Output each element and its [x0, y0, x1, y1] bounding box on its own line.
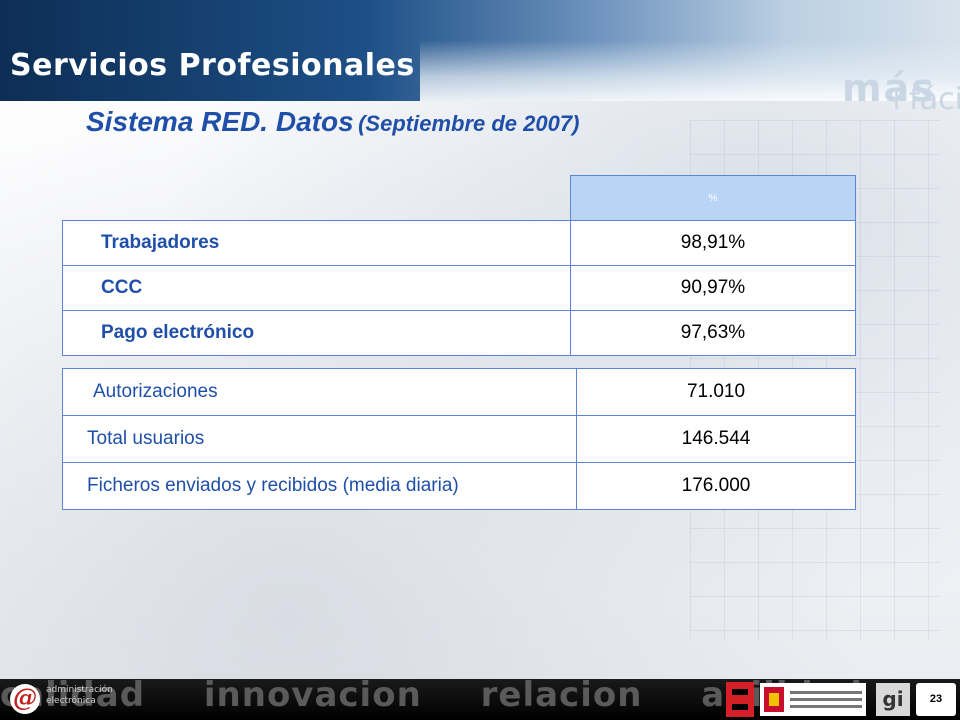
page-number: 23	[916, 683, 956, 716]
row-label: Trabajadores	[62, 220, 571, 266]
table-row: Trabajadores 98,91%	[62, 220, 856, 266]
banner-tagline-mas: más	[842, 66, 936, 110]
logo-text-line: electrónica	[46, 696, 96, 706]
administracion-electronica-logo-text: administración electrónica	[46, 685, 113, 707]
coat-of-arms-icon	[764, 687, 784, 712]
slide-title: Sistema RED. Datos (Septiembre de 2007)	[86, 106, 579, 138]
row-value: 176.000	[576, 462, 856, 510]
logo-text-bar	[790, 705, 862, 708]
ministry-logo-icon	[760, 683, 866, 716]
logo-text-bar	[790, 691, 862, 694]
administracion-electronica-logo-icon: @	[10, 684, 40, 714]
table-row: Ficheros enviados y recibidos (media dia…	[62, 462, 856, 510]
row-label: Ficheros enviados y recibidos (media dia…	[62, 462, 577, 510]
slide-title-date: (Septiembre de 2007)	[358, 111, 580, 136]
section-title: Servicios Profesionales	[10, 48, 415, 83]
footer-word: innovacion	[203, 679, 422, 715]
row-value: 90,97%	[570, 265, 856, 311]
table-row: Total usuarios 146.544	[62, 415, 856, 463]
table-row: CCC 90,97%	[62, 265, 856, 311]
footer-bar: calidad innovacion relacion agilidad @ a…	[0, 679, 960, 720]
row-label: Autorizaciones	[62, 368, 577, 416]
footer-word: relacion	[480, 679, 643, 715]
row-value: 97,63%	[570, 310, 856, 356]
row-value: 146.544	[576, 415, 856, 463]
row-label: Pago electrónico	[62, 310, 571, 356]
logo-text-line: administración	[46, 685, 113, 695]
percentages-table: % Trabajadores 98,91% CCC 90,97% Pago el…	[62, 175, 856, 356]
totals-table: Autorizaciones 71.010 Total usuarios 146…	[62, 368, 856, 510]
banner-wave	[420, 40, 960, 101]
table-row: Autorizaciones 71.010	[62, 368, 856, 416]
table-header-row: %	[63, 175, 856, 221]
row-label: CCC	[62, 265, 571, 311]
table-row: Pago electrónico 97,63%	[62, 310, 856, 356]
row-value: 98,91%	[570, 220, 856, 266]
logo-text-bar	[790, 698, 862, 701]
header-percent-cell: %	[570, 175, 856, 221]
row-value: 71.010	[576, 368, 856, 416]
seguridad-social-logo-icon	[726, 682, 754, 717]
header-banner: más +fácil Servicios Profesionales	[0, 0, 960, 117]
header-blank-cell	[63, 176, 571, 221]
banner-tagline-facil: +fácil	[884, 82, 960, 117]
gi-logo-icon: gi	[876, 683, 910, 716]
slide-title-main: Sistema RED. Datos	[86, 106, 354, 137]
row-label: Total usuarios	[62, 415, 577, 463]
